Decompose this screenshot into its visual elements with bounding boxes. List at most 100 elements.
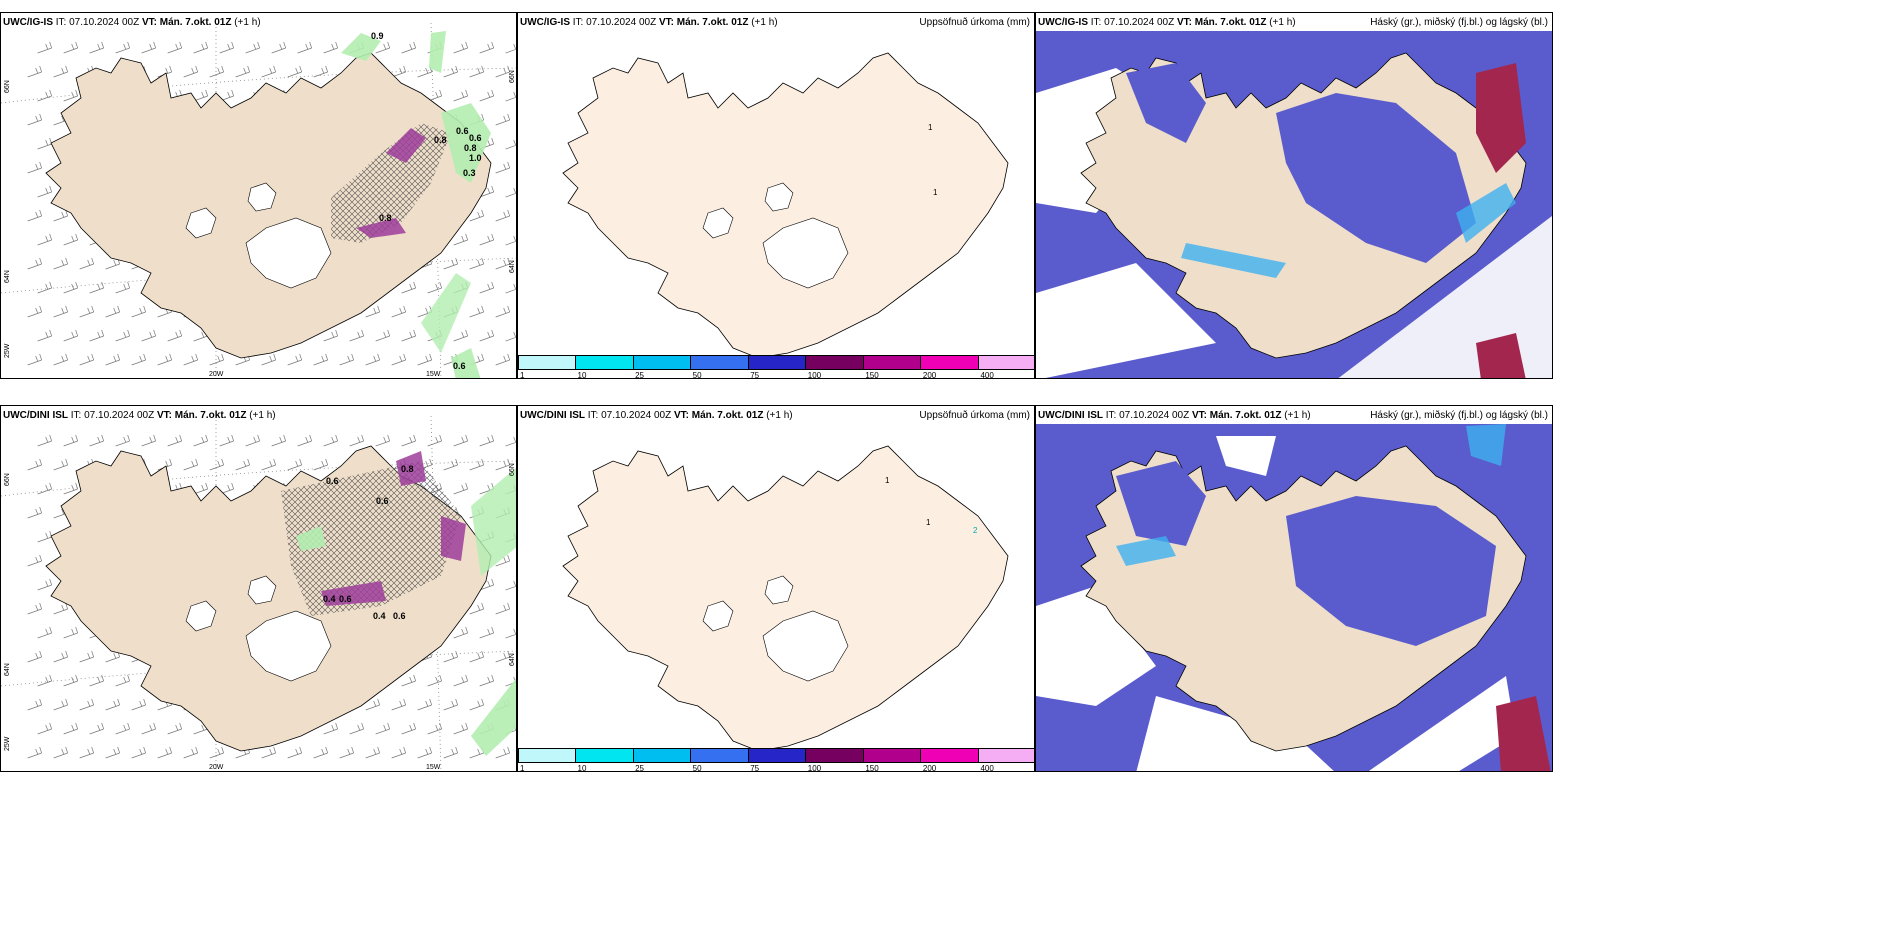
wind-barb — [53, 458, 68, 471]
wind-barb — [469, 458, 484, 471]
wind-barb — [53, 257, 68, 270]
wind-barb — [27, 746, 42, 759]
wind-barb — [27, 602, 42, 615]
colorbar-tick-label: 1 — [520, 764, 525, 772]
precip-magenta — [396, 451, 426, 486]
colorbar-segment — [921, 356, 979, 369]
wind-barb — [63, 89, 78, 102]
precip-panel-bottom: UWC/DINI ISL IT: 07.10.2024 00Z VT: Mán.… — [517, 405, 1035, 772]
wind-barb — [183, 65, 198, 78]
wind-barb — [115, 434, 130, 447]
wind-barb — [79, 353, 94, 366]
wind-barb — [469, 698, 484, 711]
value-label: 1 — [885, 476, 890, 485]
wind-barb — [115, 281, 130, 294]
wind-barb — [183, 353, 198, 366]
value-label: 0.6 — [456, 126, 469, 136]
colorbar-segment — [863, 749, 922, 762]
wind-barb — [417, 353, 432, 366]
wind-barb — [63, 482, 78, 495]
wind-barb — [53, 353, 68, 366]
wind-barb — [453, 674, 468, 687]
wind-barb — [401, 41, 416, 54]
colorbar-tick-label: 75 — [750, 371, 760, 379]
wind-barb — [89, 674, 104, 687]
mid-cloud-over-land — [1116, 461, 1206, 546]
wind-barb — [443, 746, 458, 759]
low-cloud — [1456, 183, 1516, 243]
wind-barb — [427, 281, 442, 294]
wind-barb — [453, 89, 468, 102]
colorbar-segment — [921, 749, 979, 762]
wind-barb — [339, 746, 354, 759]
wind-barb — [349, 722, 364, 735]
wind-barb — [157, 746, 172, 759]
precip-green — [471, 467, 516, 576]
colorbar-segment — [806, 749, 864, 762]
wind-barb — [323, 722, 338, 735]
colorbar-tick-label: 10 — [577, 371, 587, 379]
colorbar-segment — [519, 356, 577, 369]
wind-barb — [479, 578, 494, 591]
wind-barb — [495, 554, 510, 567]
panel-right-title: Uppsöfnuð úrkoma (mm) — [919, 17, 1030, 28]
value-label: 0.8 — [379, 213, 392, 223]
hatched-precip-area — [281, 461, 461, 616]
wind-panel-top: UWC/IG-IS IT: 07.10.2024 00Z VT: Mán. 7.… — [0, 12, 517, 379]
wind-barb — [53, 650, 68, 663]
wind-barb — [495, 161, 510, 174]
wind-barb — [115, 722, 130, 735]
wind-barb — [131, 353, 146, 366]
value-label: 0.6 — [469, 133, 482, 143]
lon-label: 20W — [209, 764, 224, 771]
wind-barb — [63, 233, 78, 246]
wind-barb — [469, 65, 484, 78]
value-label: 0.6 — [339, 594, 352, 604]
wind-barb — [313, 353, 328, 366]
wind-barb — [79, 305, 94, 318]
wind-barb — [505, 235, 516, 246]
wind-barb — [495, 113, 510, 126]
wind-barb — [453, 41, 468, 54]
colorbar-segment — [519, 749, 577, 762]
precip-magenta — [321, 581, 386, 606]
wind-barb — [209, 458, 224, 471]
wind-barb — [27, 353, 42, 366]
colorbar-segment — [863, 356, 922, 369]
mid-cloud-over-land — [1126, 63, 1206, 143]
wind-barb — [63, 329, 78, 342]
value-label: 0.6 — [376, 496, 389, 506]
wind-barb — [479, 89, 494, 102]
wind-barb — [141, 329, 156, 342]
wind-barb — [495, 650, 510, 663]
colorbar-tick-label: 25 — [635, 764, 645, 772]
wind-barb — [505, 43, 516, 54]
colorbar-segment — [806, 356, 864, 369]
wind-barb — [105, 305, 120, 318]
wind-barb — [141, 434, 156, 447]
colorbar-tick-label: 50 — [692, 764, 702, 772]
precip-magenta — [441, 516, 466, 561]
wind-barb — [219, 434, 234, 447]
wind-barb — [505, 580, 516, 591]
clear-sky-area — [1036, 586, 1156, 706]
wind-barb — [261, 458, 276, 471]
wind-barb — [131, 305, 146, 318]
colorbar-tick-label: 400 — [980, 371, 994, 379]
wind-barb — [89, 329, 104, 342]
wind-barb — [115, 674, 130, 687]
wind-barb — [245, 434, 260, 447]
wind-barb — [505, 91, 516, 102]
wind-barb — [53, 698, 68, 711]
wind-barb — [505, 187, 516, 198]
wind-barb — [287, 458, 302, 471]
wind-barb — [391, 746, 406, 759]
wind-barb — [417, 746, 432, 759]
wind-barb — [209, 353, 224, 366]
wind-barb — [391, 353, 406, 366]
value-label: 1 — [933, 188, 938, 197]
wind-barb — [297, 434, 312, 447]
lat-label: 64N — [4, 270, 11, 283]
colorbar-tick-label: 1 — [520, 371, 525, 379]
wind-barb — [313, 65, 328, 78]
